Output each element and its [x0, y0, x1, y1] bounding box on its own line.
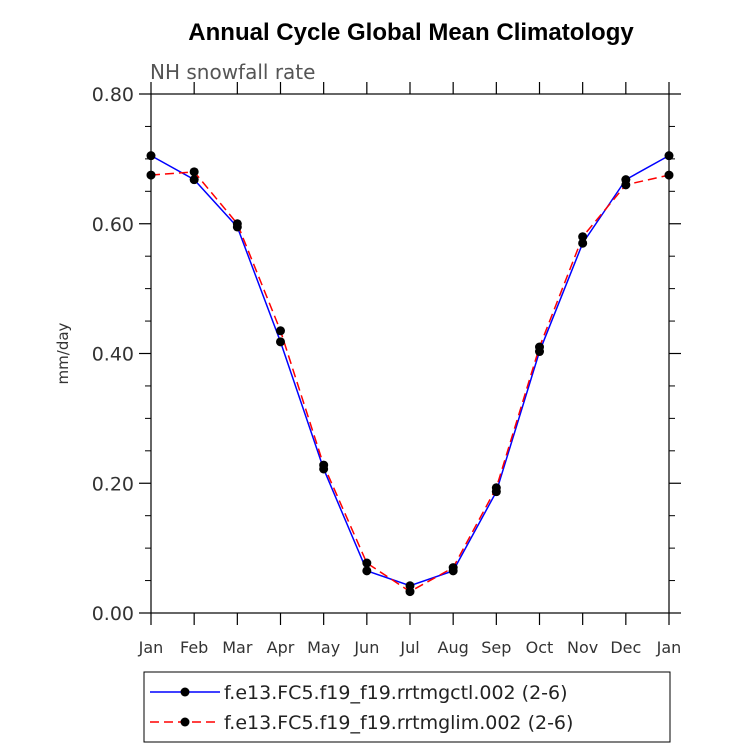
data-point-series-2 — [578, 232, 588, 242]
x-tick-label: Oct — [526, 638, 554, 657]
data-point-series-2 — [362, 558, 372, 568]
y-tick-label: 0.40 — [92, 344, 134, 366]
y-tick-label: 0.20 — [92, 473, 134, 495]
data-point-series-2 — [448, 563, 458, 573]
data-point-series-2 — [491, 483, 501, 493]
x-tick-label: Jul — [399, 638, 419, 657]
y-axis-label: mm/day — [54, 322, 72, 384]
data-point-series-1 — [189, 175, 199, 185]
series-line-1 — [150, 154, 670, 587]
series-line-2 — [150, 171, 670, 593]
x-tick-label: Jan — [138, 638, 164, 657]
data-point-series-1 — [578, 238, 588, 248]
y-tick-label: 0.00 — [92, 603, 134, 625]
x-tick-label: Dec — [610, 638, 641, 657]
data-point-series-1 — [664, 151, 674, 161]
x-tick-label: Nov — [567, 638, 598, 657]
chart-subtitle: NH snowfall rate — [150, 60, 315, 84]
data-point-series-1 — [362, 566, 372, 576]
x-tick-label: Jun — [353, 638, 379, 657]
legend-marker-series-2 — [180, 717, 190, 727]
data-point-series-2 — [319, 460, 329, 470]
legend-label-series-1: f.e13.FC5.f19_f19.rrtmgctl.002 (2-6) — [224, 682, 568, 704]
data-point-series-2 — [621, 180, 631, 190]
data-point-series-2 — [232, 219, 242, 229]
data-point-series-2 — [664, 170, 674, 180]
plot-area: 0.00 0.20 0.40 0.60 0.80 Jan Feb Mar Apr May Jun Ju… — [92, 82, 682, 657]
x-tick-label: Mar — [222, 638, 253, 657]
x-tick-label: Jan — [656, 638, 682, 657]
data-point-series-1 — [146, 151, 156, 161]
data-point-series-2 — [189, 167, 199, 177]
data-point-series-2 — [405, 587, 415, 597]
data-point-series-1 — [276, 337, 285, 347]
data-point-series-2 — [276, 326, 285, 336]
x-tick-label: Apr — [267, 638, 295, 657]
y-tick-label: 0.80 — [92, 84, 134, 106]
legend-marker-series-1 — [180, 687, 190, 697]
data-point-series-2 — [535, 342, 544, 352]
chart-title: Annual Cycle Global Mean Climatology — [188, 19, 634, 46]
x-tick-label: Feb — [180, 638, 208, 657]
x-tick-label: Sep — [481, 638, 511, 657]
legend: f.e13.FC5.f19_f19.rrtmgctl.002 (2-6) f.e1… — [143, 671, 671, 743]
x-tick-label: May — [307, 638, 340, 657]
x-tick-label: Aug — [438, 638, 469, 657]
legend-label-series-2: f.e13.FC5.f19_f19.rrtmglim.002 (2-6) — [224, 712, 573, 734]
data-point-series-2 — [146, 170, 156, 180]
legend-box — [143, 671, 671, 743]
plot-frame — [150, 93, 670, 614]
y-tick-label: 0.60 — [92, 214, 134, 236]
